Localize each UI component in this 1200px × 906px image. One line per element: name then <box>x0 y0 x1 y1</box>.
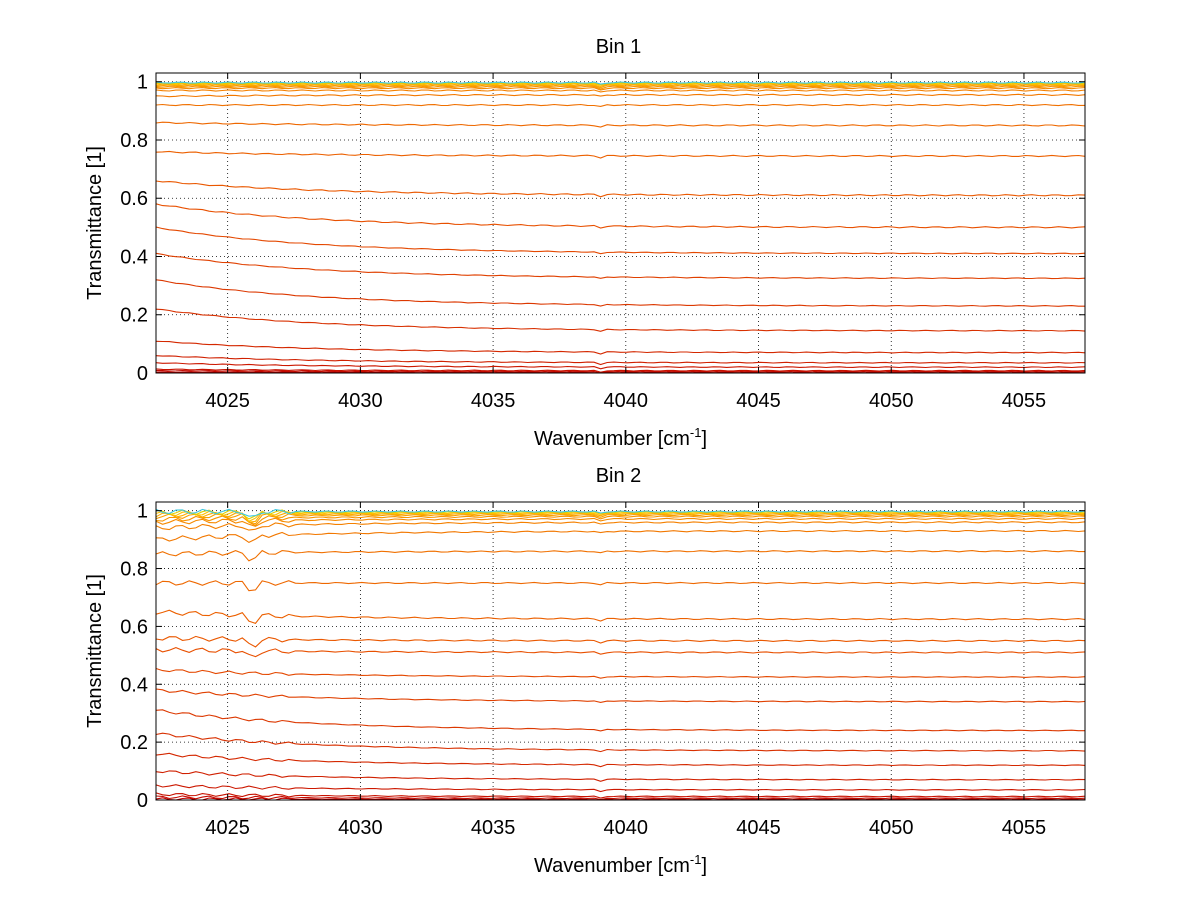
series-line <box>155 81 1086 85</box>
x-tick-label: 4025 <box>205 817 250 839</box>
plot-frame <box>155 72 1086 374</box>
y-tick-label: 0 <box>137 790 148 812</box>
series-line <box>155 508 1086 517</box>
x-tick-label: 4030 <box>338 817 383 839</box>
series-line <box>155 226 1086 255</box>
y-tick-label: 0.2 <box>120 305 148 327</box>
series-line <box>155 635 1086 648</box>
series-line <box>155 521 1086 531</box>
y-tick-label: 0.4 <box>120 674 148 696</box>
series-line <box>155 93 1086 98</box>
series-line <box>155 770 1086 782</box>
chart-panel-2: 4025 4030 4035 4040 4045 4050 4055 0 0.2 0.4 0.6 0.… <box>84 465 1086 877</box>
series-line <box>155 510 1085 522</box>
x-tick-label: 4025 <box>205 390 250 412</box>
x-tick-label: 4045 <box>736 817 781 839</box>
series-line <box>155 792 1086 799</box>
y-axis-label: Transmittance [1] <box>84 146 106 300</box>
series-line <box>155 279 1085 307</box>
series-line <box>155 85 1086 90</box>
y-tick-label: 0.2 <box>120 732 148 754</box>
chart-panel-1: 4025 4030 4035 4040 4045 4050 4055 0 0.2 0.4 0.6 0.… <box>84 36 1086 450</box>
series-line <box>155 709 1085 732</box>
x-tick-label: 4035 <box>471 817 516 839</box>
series-line <box>155 121 1086 128</box>
series-line <box>155 340 1086 355</box>
series-line <box>155 150 1086 159</box>
y-tick-label: 0.6 <box>120 616 148 638</box>
series-line <box>155 549 1085 562</box>
x-axis-label: Wavenumber [cm-1] <box>534 425 707 450</box>
x-tick-label: 4045 <box>736 390 781 412</box>
series-line <box>155 355 1086 366</box>
x-axis-label: Wavenumber [cm-1] <box>534 852 707 877</box>
series-line <box>155 580 1086 592</box>
series-line <box>155 732 1086 753</box>
y-tick-label: 0.8 <box>120 130 148 152</box>
y-axis-label: Transmittance [1] <box>84 574 106 728</box>
y-tick-label: 1 <box>137 72 148 94</box>
series-line <box>155 369 1086 374</box>
series-line <box>155 688 1086 703</box>
series-line <box>155 784 1086 793</box>
series-line <box>155 517 1086 527</box>
y-tick-label: 0.6 <box>120 188 148 210</box>
series-line <box>155 795 1086 801</box>
series-line <box>155 368 1086 373</box>
series-line <box>155 308 1086 332</box>
series-line <box>155 752 1086 768</box>
x-tick-label: 4035 <box>471 390 516 412</box>
y-tick-label: 1 <box>137 501 148 523</box>
series-line <box>155 89 1086 93</box>
chart-title: Bin 2 <box>596 465 642 487</box>
series-line <box>155 515 1086 527</box>
series-line <box>155 103 1085 107</box>
x-tick-label: 4050 <box>869 390 914 412</box>
series-line <box>155 203 1086 229</box>
chart-title: Bin 1 <box>596 36 642 58</box>
series-line <box>155 252 1086 280</box>
series-line <box>155 362 1086 370</box>
plot-frame <box>155 501 1086 801</box>
series-line <box>155 87 1086 91</box>
series-line <box>155 667 1086 679</box>
x-tick-label: 4055 <box>1002 390 1047 412</box>
series-line <box>155 84 1086 89</box>
x-tick-label: 4040 <box>604 817 649 839</box>
series-line <box>155 609 1086 625</box>
series-line <box>155 647 1086 658</box>
series-line <box>155 529 1086 544</box>
series-line <box>155 512 1086 525</box>
x-tick-label: 4050 <box>869 817 914 839</box>
y-tick-label: 0.4 <box>120 246 148 268</box>
y-tick-label: 0.8 <box>120 559 148 581</box>
y-tick-label: 0 <box>137 363 148 385</box>
x-tick-label: 4055 <box>1002 817 1047 839</box>
x-tick-label: 4030 <box>338 390 383 412</box>
series-line <box>155 180 1086 198</box>
x-tick-label: 4040 <box>604 390 649 412</box>
